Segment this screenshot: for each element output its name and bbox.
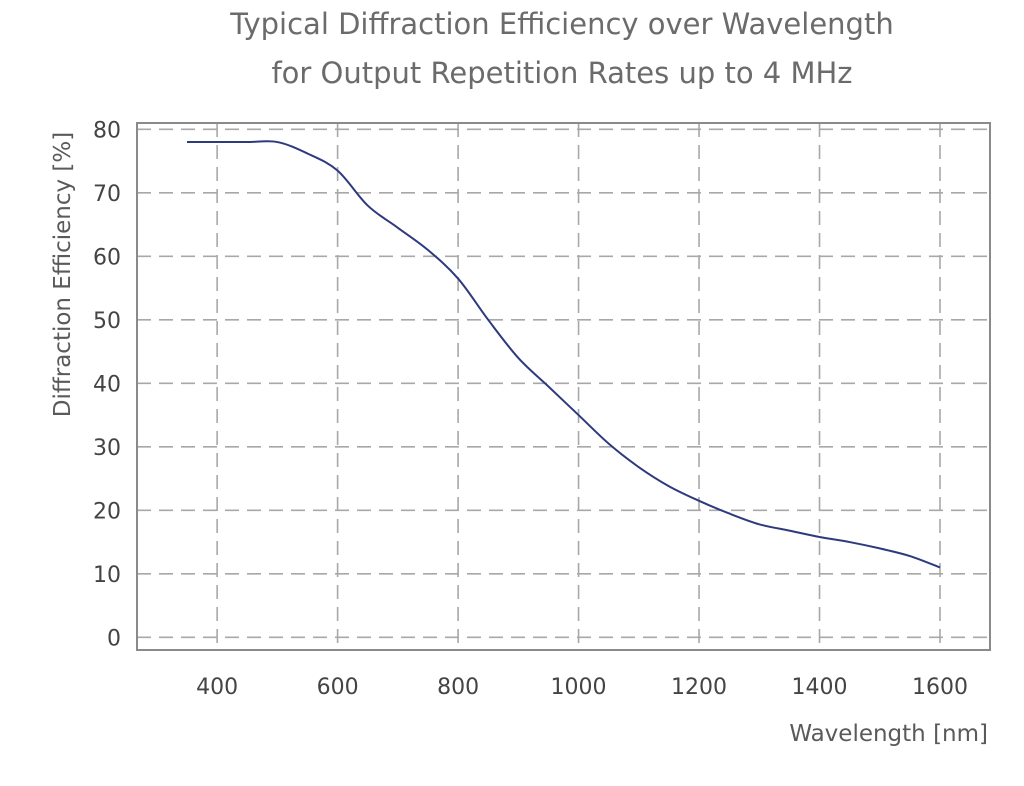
chart-title: Typical Diffraction Efficiency over Wave… bbox=[0, 0, 1024, 98]
y-tick-label: 0 bbox=[107, 626, 121, 651]
x-tick-label: 1200 bbox=[671, 675, 727, 700]
y-tick-label: 50 bbox=[93, 309, 121, 334]
y-tick-label: 80 bbox=[93, 118, 121, 143]
x-tick-label: 1400 bbox=[792, 675, 848, 700]
y-tick-label: 30 bbox=[93, 436, 121, 461]
y-tick-label: 70 bbox=[93, 182, 121, 207]
x-axis-ticks: 400 600 800 1000 1200 1400 1600 bbox=[196, 675, 968, 700]
x-tick-label: 600 bbox=[317, 675, 359, 700]
y-tick-label: 40 bbox=[93, 372, 121, 397]
chart-title-line-2: for Output Repetition Rates up to 4 MHz bbox=[271, 56, 853, 90]
series-line bbox=[187, 140, 941, 569]
x-tick-label: 1000 bbox=[551, 675, 607, 700]
y-axis-label: Diffraction Efficiency [%] bbox=[50, 132, 76, 417]
plot-frame bbox=[136, 122, 991, 651]
chart-title-line-1: Typical Diffraction Efficiency over Wave… bbox=[230, 7, 894, 41]
y-tick-label: 60 bbox=[93, 245, 121, 270]
x-tick-label: 800 bbox=[437, 675, 479, 700]
grid bbox=[137, 123, 990, 650]
y-axis-ticks: 0 10 20 30 40 50 60 70 80 bbox=[93, 118, 121, 651]
x-tick-label: 1600 bbox=[912, 675, 968, 700]
y-tick-label: 20 bbox=[93, 499, 121, 524]
x-axis-label: Wavelength [nm] bbox=[789, 721, 988, 747]
x-tick-label: 400 bbox=[196, 675, 238, 700]
y-tick-label: 10 bbox=[93, 563, 121, 588]
